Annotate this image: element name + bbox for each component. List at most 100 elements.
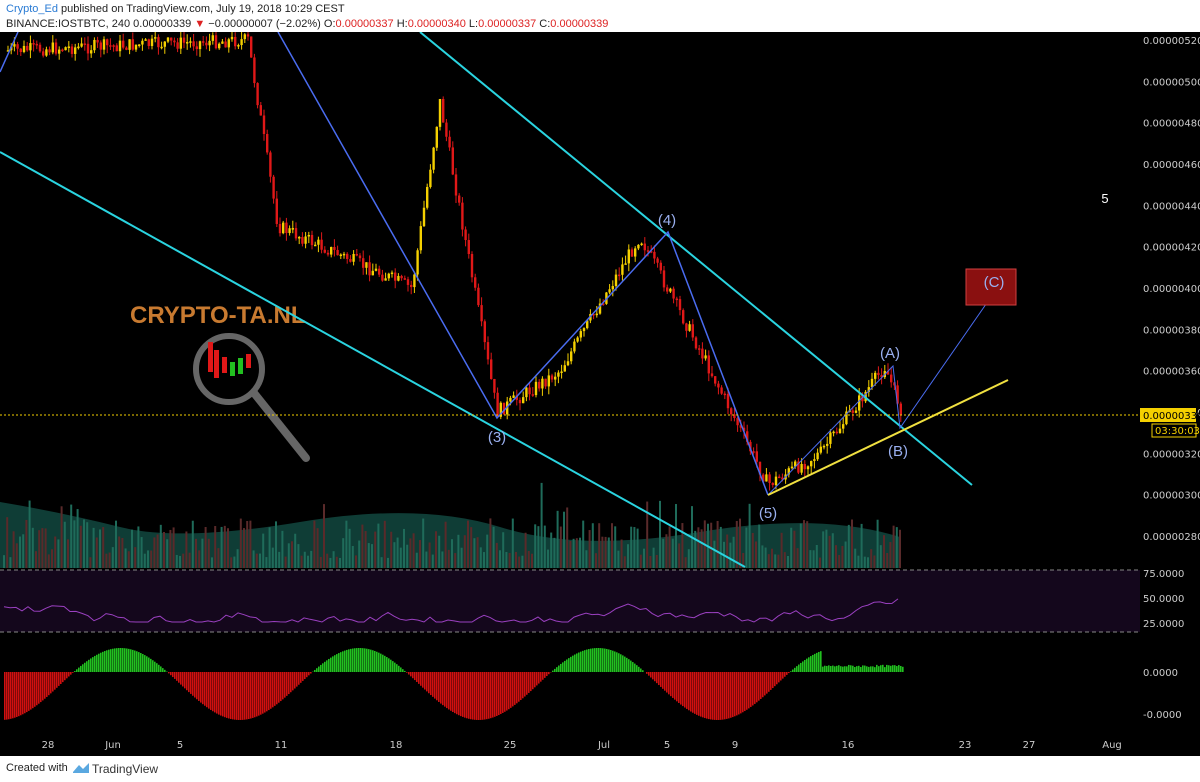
volume-bar (617, 550, 620, 568)
volume-bar (307, 555, 309, 568)
oscillator-bar (26, 672, 28, 713)
volume-bar (223, 525, 226, 568)
candle-body (550, 375, 554, 380)
candle-body (19, 48, 22, 52)
oscillator-bar (882, 664, 884, 672)
candle-body (765, 474, 768, 482)
candle-body (387, 273, 390, 279)
oscillator-bar (226, 672, 228, 718)
oscillator-bar (826, 665, 828, 672)
time-tick: 27 (1023, 740, 1036, 751)
oscillator-bar (154, 661, 156, 672)
volume-bar (409, 538, 412, 568)
oscillator-bar (228, 672, 230, 719)
volume-bar (684, 557, 687, 568)
candle-body (221, 41, 224, 44)
volume-bar (198, 550, 201, 568)
oscillator-bar (756, 672, 758, 703)
oscillator-bar (6, 672, 8, 720)
oscillator-bar (572, 655, 574, 672)
oscillator-bar (222, 672, 224, 717)
oscillator-bar (410, 672, 412, 677)
oscillator-bar (124, 648, 126, 672)
ohlc-bar: BINANCE:IOSTBTC, 240 0.00000339 ▼ −0.000… (6, 18, 608, 30)
candle-body (822, 445, 826, 448)
candle-body (611, 286, 614, 290)
volume-bar (524, 532, 527, 568)
candle-body (262, 115, 266, 134)
oscillator-bar (470, 672, 472, 720)
volume-bar (367, 543, 370, 568)
time-axis[interactable]: 28 Jun 5 11 18 25 Jul 5 9 16 23 27 Aug (0, 732, 1200, 756)
candle-body (346, 253, 349, 259)
candle-body (285, 222, 288, 234)
oscillator-bar (64, 672, 66, 681)
oscillator-bar (760, 672, 762, 699)
oscillator-bar (352, 648, 354, 672)
candle-body (362, 258, 365, 268)
candle-body (448, 136, 451, 148)
oscillator-bar (320, 664, 322, 672)
oscillator-bar (148, 657, 150, 672)
candle-body (122, 40, 125, 48)
volume-bar (169, 529, 172, 568)
oscillator-bar (106, 650, 108, 672)
oscillator-bar (376, 651, 378, 672)
rsi-tick: 25.0000 (1143, 619, 1184, 630)
price-axis[interactable]: 0.00000520 0.00000500 0.00000480 0.00000460… (1140, 32, 1200, 732)
candle-body (266, 133, 269, 153)
oscillator-bar (546, 672, 548, 677)
volume-bar (467, 520, 469, 568)
oscillator-bar (604, 648, 606, 672)
rsi-background (0, 570, 1140, 632)
oscillator-bar (310, 672, 312, 674)
author-link[interactable]: Crypto_Ed (6, 3, 58, 15)
candle-body (426, 186, 429, 208)
trading-chart[interactable]: CRYPTO-TA.NL (3) (4) (5) (A) (B) (C) 5 0… (0, 32, 1200, 756)
candle-body (26, 45, 29, 51)
candle-body (70, 46, 74, 54)
candle-body (582, 328, 586, 332)
candle-body (214, 35, 218, 49)
candle-body (800, 463, 803, 473)
oscillator-bar (894, 665, 896, 672)
candle-body (566, 361, 570, 366)
candle-body (502, 402, 506, 415)
candle-body (627, 249, 630, 264)
publish-date: published on TradingView.com, July 19, 2… (61, 3, 345, 15)
oscillator-bar (318, 666, 320, 672)
candle-body (458, 195, 461, 203)
oscillator-bar (658, 672, 660, 686)
oscillator-bar (420, 672, 422, 686)
price-tick: 0.00000520 (1143, 36, 1200, 47)
oscillator-bar (534, 672, 536, 688)
candle-body (816, 452, 819, 460)
oscillator-bar (406, 672, 408, 673)
volume-bar (396, 537, 399, 568)
oscillator-bar (306, 672, 308, 678)
magnifier-icon (193, 333, 265, 405)
oscillator-bar (616, 652, 618, 672)
volume-bar (201, 538, 204, 568)
mini-candle (222, 357, 227, 373)
candle-body (896, 385, 899, 404)
oscillator-bar (394, 662, 396, 672)
volume-bar (108, 552, 111, 568)
tradingview-logo-icon (73, 763, 89, 773)
volume-bar (678, 543, 681, 568)
oscillator-bar (290, 672, 292, 693)
volume-bar (383, 520, 386, 568)
candle-body (771, 482, 774, 486)
oscillator-bar (362, 648, 364, 672)
volume-bar (614, 526, 617, 568)
volume-bar (870, 549, 873, 568)
corner-note: 5 (1101, 191, 1108, 206)
candle-body (182, 37, 186, 43)
candle-body (774, 476, 778, 486)
tradingview-brand[interactable]: TradingView (92, 762, 159, 776)
volume-bar (745, 527, 748, 568)
candle-body (163, 41, 166, 47)
volume-bar (511, 518, 514, 568)
volume-bar (406, 544, 409, 568)
candle-body (342, 253, 346, 256)
